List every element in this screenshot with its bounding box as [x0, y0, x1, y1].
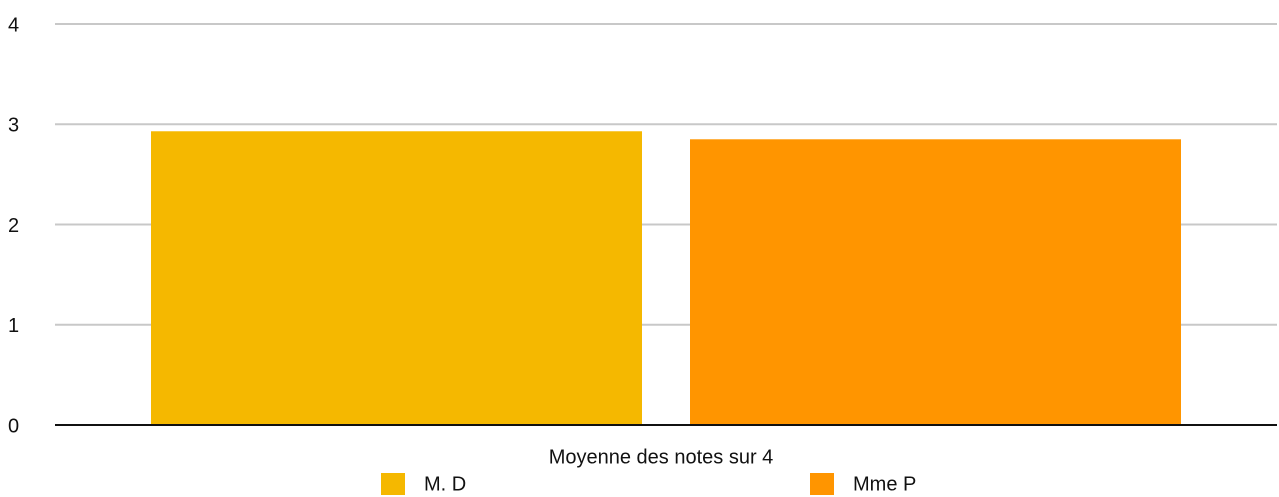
legend-swatch — [810, 473, 834, 495]
y-tick-label: 2 — [8, 215, 19, 237]
legend-label: Mme P — [853, 473, 916, 495]
bar — [690, 139, 1181, 425]
legend-swatch — [381, 473, 405, 495]
y-tick-label: 3 — [8, 115, 19, 137]
x-tick-label: Moyenne des notes sur 4 — [549, 446, 774, 468]
y-tick-label: 1 — [8, 315, 19, 337]
y-tick-label: 0 — [8, 415, 19, 437]
bar — [151, 131, 642, 425]
y-tick-label: 4 — [8, 14, 19, 36]
legend-label: M. D — [424, 473, 466, 495]
